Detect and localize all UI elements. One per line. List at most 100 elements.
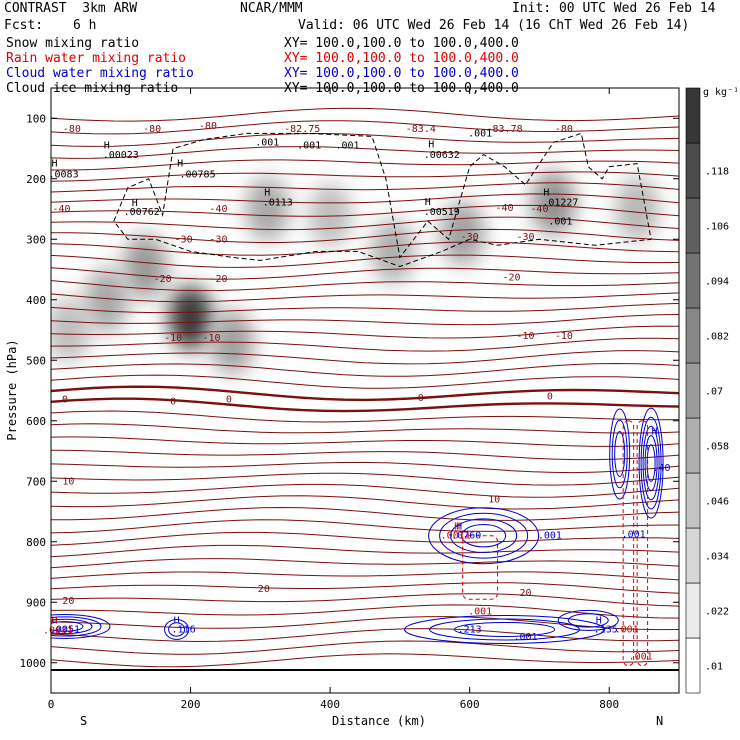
temperature-label: 0 bbox=[547, 392, 553, 403]
cloud-water-contour bbox=[51, 613, 111, 639]
cloud-water-contour bbox=[609, 408, 631, 500]
temperature-isotherm bbox=[51, 182, 679, 193]
chart-title: CONTRAST 3km ARW bbox=[4, 1, 138, 16]
cloud-water-contour bbox=[646, 444, 656, 482]
plot-frame bbox=[50, 87, 680, 694]
temperature-label: -30 bbox=[461, 232, 479, 243]
x-end-label-right: N bbox=[656, 714, 663, 728]
temperature-isotherm bbox=[51, 146, 679, 159]
snow-blob bbox=[84, 267, 129, 332]
colorbar-swatch bbox=[685, 527, 701, 584]
maximum-label: H bbox=[596, 615, 602, 626]
temperature-isotherm bbox=[51, 483, 679, 498]
maximum-label: .0051 bbox=[50, 625, 80, 636]
temperature-isotherm bbox=[51, 410, 679, 423]
y-tick-label: 200 bbox=[26, 173, 46, 186]
maximum-label: H bbox=[454, 522, 460, 533]
temperature-isotherm bbox=[51, 571, 679, 581]
temperature-label: -30 bbox=[516, 232, 534, 243]
cloud-water-contour bbox=[51, 618, 93, 635]
maximum-label: H bbox=[652, 427, 658, 438]
maximum-label: H bbox=[456, 522, 462, 533]
y-tick-label: 1000 bbox=[20, 657, 47, 670]
field-xy-cloud-water: XY= 100.0,100.0 to 100.0,400.0 bbox=[284, 66, 519, 81]
temperature-isotherm bbox=[51, 519, 679, 534]
colorbar-swatch bbox=[685, 362, 701, 419]
x-tick-label: 400 bbox=[320, 698, 340, 711]
temperature-label: 0 bbox=[62, 395, 68, 406]
x-tick-label: 0 bbox=[48, 698, 55, 711]
cloud-water-contour bbox=[51, 616, 102, 637]
temperature-isotherm bbox=[51, 531, 679, 546]
temperature-label: -10 bbox=[555, 331, 573, 342]
temperature-isotherm bbox=[51, 495, 679, 510]
maximum-label: H bbox=[425, 197, 431, 208]
temperature-label: -83.78 bbox=[486, 124, 522, 135]
maximum-label: H bbox=[104, 141, 110, 152]
snow-blob bbox=[308, 183, 353, 248]
temperature-label: -10 bbox=[516, 331, 534, 342]
rain-water-contour bbox=[462, 535, 499, 600]
forecast-value: 6 h bbox=[73, 18, 97, 33]
cloud-ice-contour bbox=[113, 132, 652, 268]
temperature-isotherm bbox=[51, 132, 679, 147]
temperature-contours bbox=[51, 107, 679, 668]
init-time: Init: 00 UTC Wed 26 Feb 14 bbox=[512, 1, 716, 16]
temperature-label: -83.4 bbox=[406, 124, 436, 135]
temperature-label: -40 bbox=[209, 204, 227, 215]
cloud-water-contour bbox=[454, 621, 556, 637]
temperature-isotherm bbox=[51, 544, 679, 558]
colorbar-label: .094 bbox=[705, 277, 729, 288]
valid-time: Valid: 06 UTC Wed 26 Feb 14 (16 ChT Wed … bbox=[298, 18, 690, 33]
field-xy-rain: XY= 100.0,100.0 to 100.0,400.0 bbox=[284, 51, 519, 66]
y-tick-label: 600 bbox=[26, 415, 46, 428]
cloud-water-contour bbox=[614, 431, 626, 478]
cloud-water-contour bbox=[611, 419, 628, 489]
temperature-label: 20 bbox=[62, 596, 74, 607]
maximum-label: .001 bbox=[615, 625, 639, 636]
maximum-label: .001 bbox=[548, 217, 572, 228]
temperature-isotherm bbox=[51, 593, 679, 607]
temperature-isotherm bbox=[51, 423, 679, 434]
temperature-isotherm bbox=[51, 472, 679, 486]
temperature-label: -20 bbox=[503, 272, 521, 283]
cloud-water-contour bbox=[567, 613, 609, 628]
maximum-label: .213 bbox=[458, 625, 482, 636]
maximum-label: .40 bbox=[653, 463, 671, 474]
maximum-label: .001 bbox=[297, 141, 321, 152]
temperature-isotherm bbox=[51, 228, 679, 243]
maximum-label: .0031 bbox=[43, 626, 73, 637]
temperature-label: -20 bbox=[209, 274, 227, 285]
field-name-cloud-water: Cloud water mixing ratio bbox=[6, 66, 194, 81]
temperature-label: 0 bbox=[226, 395, 232, 406]
field-name-rain: Rain water mixing ratio bbox=[6, 51, 187, 66]
x-tick-label: 800 bbox=[599, 698, 619, 711]
colorbar-swatch bbox=[685, 582, 701, 639]
colorbar-label: .118 bbox=[705, 167, 729, 178]
temperature-isotherm bbox=[51, 397, 679, 413]
colorbar-unit: g kg⁻¹ bbox=[703, 87, 739, 98]
maximum-label: .00762 bbox=[124, 207, 160, 218]
colorbar-label: .046 bbox=[705, 497, 729, 508]
temperature-label: -80 bbox=[555, 124, 573, 135]
rain-water-contour bbox=[622, 420, 635, 667]
y-tick-label: 800 bbox=[26, 536, 46, 549]
cloud-water-contour bbox=[557, 609, 619, 631]
cloud-water-contour bbox=[644, 435, 658, 492]
temperature-label: -82.75 bbox=[284, 124, 320, 135]
cloud-water-contour bbox=[164, 618, 190, 640]
temperature-isotherm bbox=[51, 241, 679, 256]
temperature-label: 0 bbox=[170, 396, 176, 407]
temperature-isotherm bbox=[51, 461, 679, 474]
temperature-label: 10 bbox=[488, 494, 500, 505]
maximum-label: H bbox=[264, 188, 270, 199]
temperature-isotherm bbox=[51, 267, 679, 280]
maximum-label: .001 bbox=[622, 530, 646, 541]
colorbar-label: .01 bbox=[705, 662, 723, 673]
temperature-isotherm bbox=[51, 292, 679, 303]
temperature-label: -40 bbox=[530, 204, 548, 215]
maximum-label: .0113 bbox=[263, 197, 293, 208]
temperature-isotherm bbox=[51, 325, 679, 339]
temperature-label: -20 bbox=[154, 274, 172, 285]
